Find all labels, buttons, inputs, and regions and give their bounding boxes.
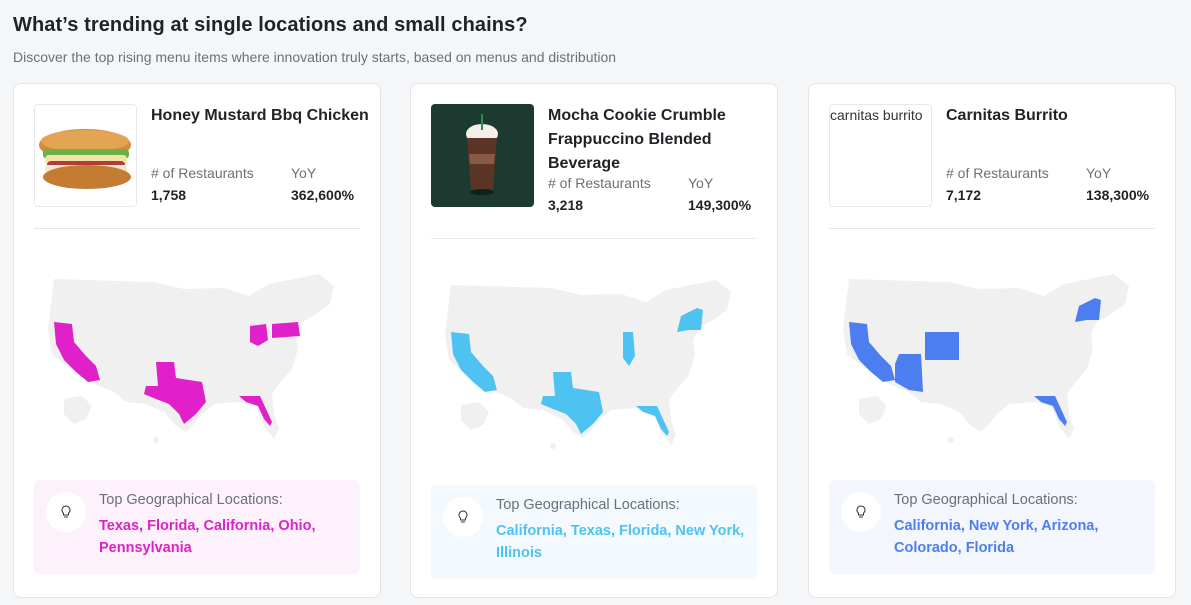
- top-locations-box: Top Geographical Locations: California, …: [829, 480, 1155, 574]
- state-pennsylvania: [272, 322, 300, 338]
- page-header: What’s trending at single locations and …: [13, 14, 616, 65]
- state-colorado: [925, 332, 959, 360]
- state-california: [54, 322, 100, 382]
- item-image: [34, 104, 137, 207]
- yoy-value: 149,300%: [688, 197, 752, 213]
- top-locations-box: Top Geographical Locations: California, …: [431, 485, 757, 579]
- item-name: Honey Mustard Bbq Chicken: [151, 107, 369, 124]
- trend-card-honey-mustard[interactable]: Honey Mustard Bbq Chicken # of Restauran…: [13, 83, 381, 598]
- restaurants-label: # of Restaurants: [946, 165, 1049, 181]
- restaurants-label: # of Restaurants: [151, 165, 254, 181]
- trend-card-carnitas-burrito[interactable]: carnitas burrito Carnitas Burrito # of R…: [808, 83, 1176, 598]
- yoy-value: 138,300%: [1086, 187, 1150, 203]
- restaurants-value: 1,758: [151, 187, 187, 203]
- state-new-york: [677, 308, 703, 332]
- broken-image-icon: carnitas burrito: [830, 107, 923, 123]
- state-florida: [636, 406, 669, 436]
- top-locations-list: Texas, Florida, California, Ohio, Pennsy…: [99, 518, 316, 556]
- trend-card-mocha-frappuccino[interactable]: Mocha Cookie Crumble Frappuccino Blended…: [410, 83, 778, 598]
- state-florida: [1034, 396, 1067, 426]
- divider: [829, 228, 1155, 229]
- us-map: [843, 274, 1129, 443]
- top-locations-label: Top Geographical Locations:: [496, 497, 680, 513]
- yoy-value: 362,600%: [291, 187, 355, 203]
- us-map: [445, 280, 731, 449]
- state-ohio: [250, 324, 268, 346]
- divider: [431, 238, 757, 239]
- sandwich-image: [35, 105, 136, 206]
- divider: [34, 228, 360, 229]
- item-name: Carnitas Burrito: [946, 107, 1068, 124]
- restaurants-value: 7,172: [946, 187, 982, 203]
- top-locations-list: California, New York, Arizona, Colorado,…: [894, 518, 1099, 556]
- item-name: Mocha Cookie Crumble Frappuccino Blended…: [548, 107, 726, 172]
- state-new-york: [1075, 298, 1101, 322]
- yoy-label: YoY: [688, 175, 714, 191]
- state-florida: [239, 396, 272, 426]
- item-image: [431, 104, 534, 207]
- restaurants-label: # of Restaurants: [548, 175, 651, 191]
- state-illinois: [623, 332, 635, 366]
- yoy-label: YoY: [1086, 165, 1112, 181]
- yoy-label: YoY: [291, 165, 317, 181]
- frappuccino-image: [431, 104, 534, 207]
- lightbulb-icon: [46, 492, 86, 532]
- page-subtitle: Discover the top rising menu items where…: [13, 49, 617, 65]
- state-california: [451, 332, 497, 392]
- top-locations-box: Top Geographical Locations: Texas, Flori…: [34, 480, 360, 574]
- top-locations-label: Top Geographical Locations:: [99, 492, 283, 508]
- state-texas: [144, 362, 206, 424]
- state-texas: [541, 372, 603, 434]
- lightbulb-icon: [841, 492, 881, 532]
- lightbulb-icon: [443, 497, 483, 537]
- page-title: What’s trending at single locations and …: [13, 14, 528, 36]
- us-map: [48, 274, 334, 443]
- restaurants-value: 3,218: [548, 197, 584, 213]
- top-locations-label: Top Geographical Locations:: [894, 492, 1078, 508]
- state-california: [849, 322, 895, 382]
- top-locations-list: California, Texas, Florida, New York, Il…: [496, 523, 745, 561]
- state-arizona: [895, 354, 923, 392]
- item-image: carnitas burrito: [829, 104, 932, 207]
